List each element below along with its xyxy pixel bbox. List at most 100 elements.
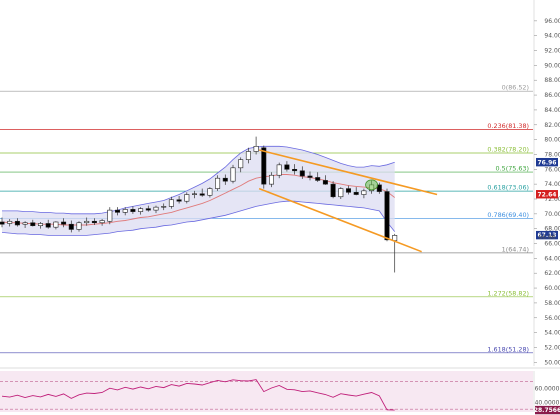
rsi-line: [1, 379, 395, 411]
candle-body: [138, 208, 144, 212]
candle-body: [215, 177, 221, 189]
candle-body: [268, 174, 274, 185]
candle-body: [0, 221, 5, 225]
candle-body: [253, 145, 259, 152]
candle-body: [376, 184, 382, 192]
price-tick-label: 54.00: [544, 330, 560, 337]
bollinger-upper: [2, 145, 395, 215]
candle-body: [284, 164, 290, 170]
price-badge-label: 66.86: [538, 234, 555, 241]
candle-body: [299, 170, 305, 177]
candle-body: [61, 221, 67, 225]
candle-body: [238, 159, 244, 169]
candle-body: [330, 183, 336, 198]
candle-body: [161, 206, 167, 208]
candle-body: [168, 199, 174, 207]
candle-body: [99, 220, 105, 224]
price-badge: [536, 157, 558, 167]
price-tick-label: 88.00: [544, 77, 560, 84]
price-tick-label: 52.00: [544, 344, 560, 351]
price-axis: 50.00 52.00 54.00 56.00 58.00 60.00 62.00 64.00…: [533, 0, 560, 366]
price-tick-label: 50.00: [544, 359, 560, 366]
fib-label: 0.382(78.20): [487, 145, 529, 153]
highlight-marker: [365, 179, 379, 191]
fib-label: 0.786(69.40): [487, 211, 529, 219]
price-tick-label: 64.00: [544, 255, 560, 262]
candle-body: [115, 209, 121, 213]
price-badge: [536, 190, 558, 199]
candle-body: [192, 193, 198, 195]
candle-body: [345, 188, 351, 193]
price-tick-label: 56.00: [544, 315, 560, 322]
price-tick-label: 90.00: [544, 62, 560, 69]
candle-body: [30, 222, 36, 227]
trend-channel: [258, 149, 438, 253]
candle-body: [53, 221, 59, 228]
candle-body: [7, 220, 13, 224]
candle-body: [361, 190, 367, 195]
fib-label: 0.5(75.63): [496, 165, 529, 173]
price-tick-label: 70.00: [544, 211, 560, 218]
candle-body: [207, 188, 213, 196]
price-tick-label: 86.00: [544, 92, 560, 99]
candle-body: [45, 223, 51, 228]
candle-body: [276, 164, 282, 176]
candle-body: [384, 191, 390, 241]
candle-body: [14, 220, 20, 226]
price-tick-label: 80.00: [544, 137, 560, 144]
rsi-background: [0, 371, 533, 412]
price-tick-label: 72.00: [544, 196, 560, 203]
candle-body: [176, 199, 182, 202]
price-tick-label: 94.00: [544, 33, 560, 40]
price-tick-label: 68.00: [544, 226, 560, 233]
candle-body: [230, 167, 236, 182]
rsi-tick-label: 60.0000: [535, 385, 560, 392]
price-tick-label: 76.00: [544, 166, 560, 173]
channel-lower-line: [258, 187, 422, 253]
fibonacci-levels: 0(86.52) 0.236(81.38) 0.382(78.20) 0.5(75.6…: [0, 84, 533, 353]
price-tick-label: 60.00: [544, 285, 560, 292]
bollinger-lower: [1, 200, 396, 236]
candle-body: [76, 222, 82, 230]
candle-body: [68, 223, 74, 230]
candle-body: [145, 208, 151, 211]
candle-body: [315, 177, 321, 181]
candle-body: [261, 147, 267, 185]
candle-body: [292, 168, 298, 172]
candle-body: [91, 220, 97, 224]
fib-label: 1.272(58.82): [487, 289, 529, 297]
bollinger-middle: [1, 174, 395, 226]
fib-label: 0(86.52): [502, 84, 529, 92]
price-badge-label: 67.13: [538, 232, 557, 239]
price-badge: [536, 230, 558, 240]
candle-body: [184, 194, 190, 202]
candle-body: [84, 220, 90, 224]
price-tick-label: 58.00: [544, 300, 560, 307]
rsi-current-label: 28.7566: [534, 407, 560, 414]
fib-label: 1.618(51.28): [487, 345, 529, 353]
candle-body: [245, 151, 251, 160]
rsi-current-badge: [535, 405, 560, 415]
price-tick-label: 78.00: [544, 151, 560, 158]
highlight-circle: [365, 179, 379, 191]
price-tick-label: 62.00: [544, 270, 560, 277]
price-badge-label: 76.96: [538, 159, 557, 166]
channel-upper-line: [258, 149, 438, 196]
bollinger-fill: [2, 146, 395, 236]
price-badge-label: 72.64: [538, 191, 557, 198]
candle-body: [37, 223, 43, 227]
candle-body: [222, 177, 228, 182]
candle-body: [153, 206, 159, 211]
candle-body: [22, 222, 28, 225]
price-tick-label: 96.00: [544, 18, 560, 25]
fib-label: 0.618(73.06): [487, 184, 529, 192]
candle-body: [353, 192, 359, 195]
fib-label: 0.236(81.38): [487, 122, 529, 130]
candle-body: [338, 188, 344, 198]
bollinger-bands: [1, 145, 396, 236]
price-tick-label: 84.00: [544, 107, 560, 114]
